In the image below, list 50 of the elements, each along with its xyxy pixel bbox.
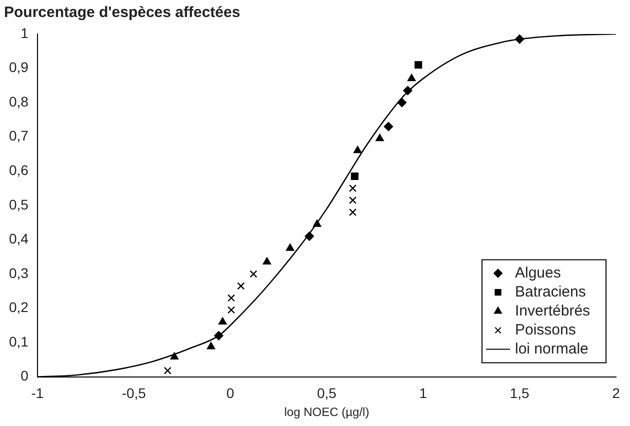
y-axis-title: Pourcentage d'espèces affectées	[4, 4, 240, 21]
point	[348, 196, 357, 204]
y-tick-label: 0,2	[8, 299, 29, 316]
x-tick-label: -1	[31, 385, 44, 402]
legend-label: loi normale	[515, 340, 588, 358]
point	[218, 317, 227, 325]
point	[170, 352, 178, 360]
y-tick-label: 0,4	[8, 230, 29, 247]
point	[348, 208, 357, 216]
legend-label: Poissons	[515, 321, 576, 338]
point	[214, 331, 224, 340]
point	[206, 342, 216, 350]
y-tick-label: 0,5	[8, 196, 29, 212]
y-tick-label: 0	[20, 368, 29, 384]
point	[384, 122, 394, 132]
point	[403, 86, 412, 96]
point	[348, 184, 357, 192]
point	[414, 61, 422, 69]
legend-label: Invertébrés	[515, 302, 590, 320]
point	[397, 98, 407, 108]
point	[350, 172, 358, 180]
x-tick-label: 2	[612, 385, 620, 402]
point	[286, 244, 294, 251]
legend-label: Algues	[515, 264, 561, 282]
x-tick-label: 1	[419, 385, 428, 402]
point	[262, 257, 272, 265]
x-axis-title: log NOEC (µg/l)	[284, 405, 370, 420]
point	[304, 232, 314, 241]
legend-label: Batraciens	[515, 283, 586, 300]
y-tick-label: 0,1	[8, 333, 29, 350]
y-tick-label: 0,9	[8, 59, 29, 76]
y-tick-label: 0,8	[8, 93, 29, 110]
point	[514, 34, 524, 44]
y-tick-label: 1	[20, 24, 29, 41]
point	[313, 220, 322, 227]
point	[250, 270, 258, 278]
point	[237, 282, 245, 290]
y-tick-label: 0,3	[8, 264, 29, 281]
x-tick-label: 1,5	[510, 385, 530, 402]
x-tick-label: 0	[226, 385, 234, 402]
point	[408, 74, 416, 82]
point	[376, 134, 384, 142]
point	[227, 294, 236, 302]
point	[227, 306, 236, 314]
x-tick-label: 0,5	[316, 385, 337, 402]
y-tick-label: 0,6	[8, 162, 29, 178]
y-tick-label: 0,7	[8, 128, 29, 144]
x-tick-label: -0,5	[122, 385, 146, 402]
point	[164, 366, 172, 374]
point	[354, 146, 362, 154]
